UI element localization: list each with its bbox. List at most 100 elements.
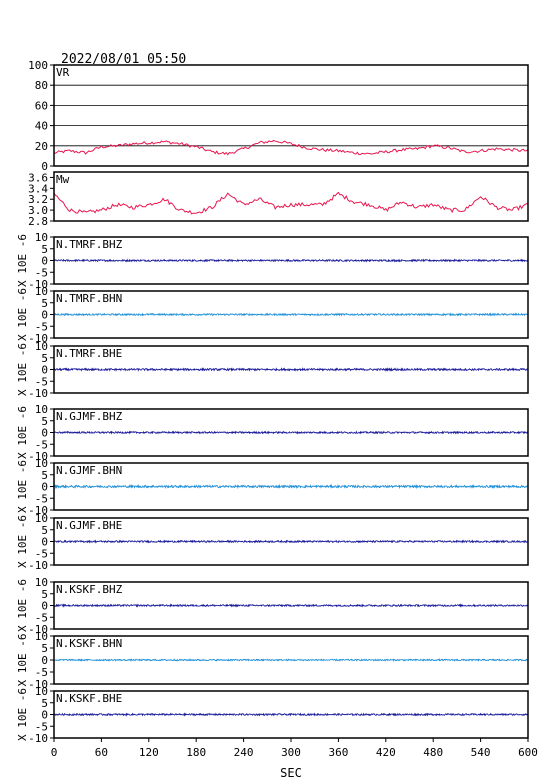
y-tick-label: -10	[28, 559, 48, 572]
y-tick-label: 40	[35, 120, 48, 133]
y-tick-label: 0	[41, 364, 48, 377]
panel-frame	[53, 290, 529, 339]
panel-label: VR	[56, 66, 70, 79]
y-tick-label: 5	[41, 415, 48, 428]
x-tick-label: 540	[471, 746, 491, 759]
y-axis-unit-label: X 10E -6	[16, 634, 29, 687]
y-tick-label: -10	[28, 504, 48, 517]
panel-label: N.GJMF.BHN	[56, 464, 122, 477]
x-tick-label: 360	[328, 746, 348, 759]
y-tick-label: 0	[41, 600, 48, 613]
y-tick-label: -5	[35, 320, 48, 333]
x-tick-label: 600	[518, 746, 538, 759]
y-tick-label: -5	[35, 492, 48, 505]
x-axis-label: SEC	[280, 766, 302, 780]
y-tick-label: 0	[41, 255, 48, 268]
panel-frame	[53, 64, 529, 167]
x-tick-label: 120	[139, 746, 159, 759]
y-tick-label: 2.8	[28, 215, 48, 228]
y-tick-label: 5	[41, 524, 48, 537]
panel-label: N.GJMF.BHE	[56, 519, 122, 532]
y-tick-label: 3.2	[28, 193, 48, 206]
x-tick-label: 420	[376, 746, 396, 759]
y-tick-label: 5	[41, 642, 48, 655]
y-tick-label: 3.6	[28, 171, 48, 184]
y-tick-label: -5	[35, 611, 48, 624]
series-line	[53, 483, 529, 490]
y-tick-label: -10	[28, 450, 48, 463]
series-line	[53, 658, 529, 663]
y-tick-label: 0	[41, 427, 48, 440]
series-line	[53, 712, 528, 717]
panel-label: N.GJMF.BHZ	[56, 410, 123, 423]
y-tick-label: 10	[35, 457, 48, 470]
timestamp-title: 2022/08/01 05:50	[61, 52, 186, 67]
y-tick-label: 10	[35, 630, 48, 643]
y-tick-label: -10	[28, 332, 48, 345]
y-tick-label: 5	[41, 469, 48, 482]
series-line	[53, 191, 529, 215]
y-tick-label: 60	[35, 99, 48, 112]
y-axis-unit-label: X 10E -6	[16, 579, 29, 632]
x-tick-label: 240	[234, 746, 254, 759]
panel-frame	[53, 408, 529, 457]
panel-frame	[53, 581, 529, 630]
y-tick-label: 100	[28, 59, 48, 72]
panel-label: N.KSKF.BHN	[56, 637, 122, 650]
x-tick-label: 60	[95, 746, 108, 759]
series-line	[53, 258, 529, 263]
y-axis-unit-label: X 10E -6	[16, 406, 29, 459]
panel-vr: 0 20 40 60 80 100 VR	[28, 59, 529, 173]
y-tick-label: -10	[28, 278, 48, 291]
y-tick-label: -5	[35, 720, 48, 733]
panel-label: N.TMRF.BHN	[56, 292, 122, 305]
y-axis-unit-label: X 10E -6	[16, 234, 29, 287]
panel-frame	[53, 517, 529, 566]
panel-frame	[53, 345, 529, 394]
y-tick-label: 5	[41, 588, 48, 601]
y-tick-label: -10	[28, 732, 48, 745]
y-tick-label: 0	[41, 309, 48, 322]
panel-mw: 2.83.03.23.43.6 Mw	[28, 171, 529, 228]
panel-label: N.KSKF.BHE	[56, 692, 122, 705]
y-tick-label: 0	[41, 481, 48, 494]
y-tick-label: -10	[28, 678, 48, 691]
panel-frame	[53, 635, 529, 685]
series-line	[53, 367, 529, 372]
x-tick-label: 0	[51, 746, 58, 759]
y-tick-label: -10	[28, 387, 48, 400]
y-tick-label: -5	[35, 375, 48, 388]
y-tick-label: 10	[35, 685, 48, 698]
y-axis-unit-label: X 10E -6	[16, 460, 29, 513]
y-tick-label: 10	[35, 340, 48, 353]
y-tick-label: 5	[41, 297, 48, 310]
y-tick-label: 10	[35, 285, 48, 298]
series-line	[53, 312, 529, 317]
series-line	[53, 139, 529, 156]
y-tick-label: -5	[35, 666, 48, 679]
panel-label: N.KSKF.BHZ	[56, 583, 123, 596]
y-tick-label: 10	[35, 576, 48, 589]
y-tick-label: -10	[28, 623, 48, 636]
x-tick-label: 480	[423, 746, 443, 759]
y-tick-label: 0	[41, 709, 48, 722]
y-tick-label: 0	[41, 654, 48, 667]
y-tick-label: 5	[41, 243, 48, 256]
panel-label: N.TMRF.BHE	[56, 347, 122, 360]
y-tick-label: 10	[35, 231, 48, 244]
series-line	[53, 430, 529, 435]
series-line	[53, 539, 529, 544]
panel-frame	[53, 236, 529, 285]
y-tick-label: 5	[41, 697, 48, 710]
x-axis: 0 60 120 180 240 300 360 420 480 540 600	[51, 738, 538, 759]
